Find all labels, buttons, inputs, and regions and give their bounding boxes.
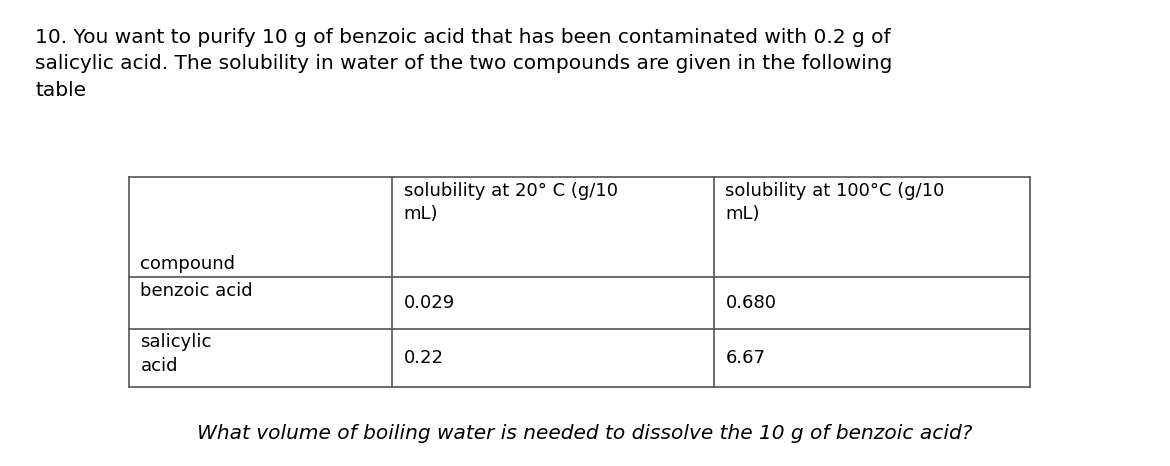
Text: compound: compound: [140, 254, 235, 273]
Text: 0.029: 0.029: [404, 294, 455, 312]
Text: 0.680: 0.680: [725, 294, 777, 312]
Text: 10. You want to purify 10 g of benzoic acid that has been contaminated with 0.2 : 10. You want to purify 10 g of benzoic a…: [35, 28, 893, 100]
Text: What volume of boiling water is needed to dissolve the 10 g of benzoic acid?: What volume of boiling water is needed t…: [198, 424, 972, 443]
Text: benzoic acid: benzoic acid: [140, 282, 253, 300]
Text: 6.67: 6.67: [725, 349, 765, 367]
Text: solubility at 20° C (g/10
mL): solubility at 20° C (g/10 mL): [404, 182, 618, 223]
Text: 0.22: 0.22: [404, 349, 443, 367]
Text: solubility at 100°C (g/10
mL): solubility at 100°C (g/10 mL): [725, 182, 945, 223]
Text: salicylic
acid: salicylic acid: [140, 333, 212, 375]
